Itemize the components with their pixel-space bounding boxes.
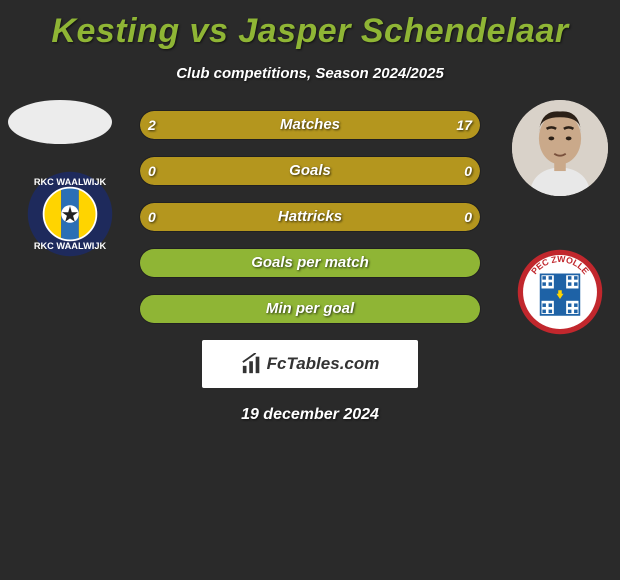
fctables-logo-text: FcTables.com [267, 354, 380, 374]
stat-row: Goals per match [139, 248, 481, 278]
stat-label: Goals [140, 157, 480, 185]
svg-text:RKC WAALWIJK: RKC WAALWIJK [34, 177, 107, 187]
stat-row: Min per goal [139, 294, 481, 324]
player-right-avatar [512, 100, 608, 196]
comparison-title: Kesting vs Jasper Schendelaar [0, 0, 620, 51]
player-right-club-badge: PEC ZWOLLE [516, 248, 604, 336]
stat-label: Min per goal [140, 295, 480, 323]
stat-value-left: 2 [148, 111, 188, 139]
svg-text:RKC WAALWIJK: RKC WAALWIJK [34, 241, 107, 251]
comparison-subtitle: Club competitions, Season 2024/2025 [0, 65, 620, 82]
stat-row: Hattricks0 0 [139, 202, 481, 232]
stat-value-right: 17 [432, 111, 472, 139]
player-left-avatar [8, 100, 112, 144]
stat-value-right: 0 [432, 203, 472, 231]
stat-label: Hattricks [140, 203, 480, 231]
stat-value-left: 0 [148, 203, 188, 231]
fctables-logo: FcTables.com [202, 340, 418, 388]
stat-row: Matches2 17 [139, 110, 481, 140]
stat-rows-container: Matches217Goals00Hattricks00Goals per ma… [139, 110, 481, 324]
comparison-area: RKC WAALWIJK RKC WAALWIJK PEC ZWOLLE [0, 110, 620, 424]
stat-label: Goals per match [140, 249, 480, 277]
stat-label: Matches [140, 111, 480, 139]
stat-row: Goals0 0 [139, 156, 481, 186]
comparison-date: 19 december 2024 [0, 406, 620, 424]
player-left-club-badge: RKC WAALWIJK RKC WAALWIJK [26, 170, 114, 258]
stat-value-left: 0 [148, 157, 188, 185]
bar-chart-icon [241, 353, 263, 375]
stat-value-right: 0 [432, 157, 472, 185]
